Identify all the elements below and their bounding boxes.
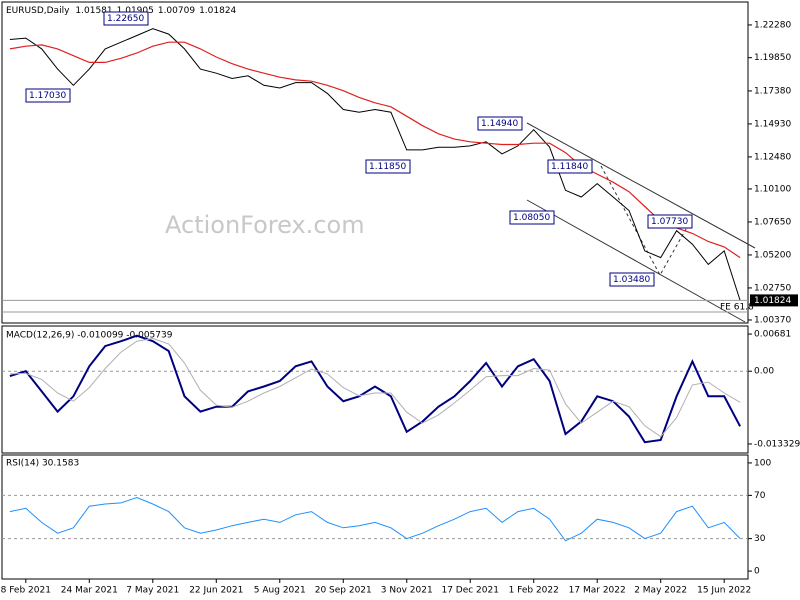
level-label: 1.17030	[29, 91, 66, 101]
level-box	[103, 11, 149, 26]
x-tick-label: 20 Sep 2021	[315, 586, 372, 596]
level-box	[609, 272, 655, 287]
symbol: EURUSD,Daily	[6, 6, 70, 16]
y-tick-label: -0.013329	[754, 439, 800, 449]
price-header: EURUSD,Daily 1.01581 1.01905 1.00709 1.01824	[6, 6, 237, 16]
level-label: 1.07730	[651, 217, 688, 227]
channel-upper	[526, 122, 756, 249]
macd-panel	[1, 325, 749, 454]
y-tick-label: 70	[754, 491, 766, 501]
y-tick-label: 1.05200	[754, 250, 791, 260]
channel-lower	[526, 199, 746, 323]
series-line	[9, 337, 741, 438]
level-box	[647, 214, 693, 229]
series-line	[9, 496, 741, 542]
price-panel	[1, 1, 749, 324]
x-tick-label: 8 Feb 2021	[1, 586, 51, 596]
x-tick-label: 1 Feb 2022	[509, 586, 559, 596]
high: 1.01905	[117, 6, 154, 16]
close: 1.01824	[199, 6, 236, 16]
level-label: 1.14940	[481, 119, 518, 129]
level-box	[25, 88, 71, 103]
series-line	[9, 334, 741, 444]
x-tick-label: 7 May 2021	[126, 586, 179, 596]
level-label: 1.22650	[107, 14, 144, 24]
y-tick-label: 1.07650	[754, 217, 791, 227]
level-box	[365, 159, 411, 174]
fe-label: FE 61.8	[720, 303, 754, 313]
watermark: ActionForex.com	[165, 211, 365, 239]
x-tick-label: 3 Nov 2021	[381, 586, 433, 596]
level-label: 1.11840	[551, 162, 588, 172]
x-tick-label: 24 Mar 2021	[61, 586, 118, 596]
series-line	[9, 28, 741, 301]
y-tick-label: 0	[754, 567, 760, 577]
x-tick-label: 5 Aug 2021	[254, 586, 306, 596]
y-tick-label: 1.22280	[754, 20, 791, 30]
x-tick-label: 17 Mar 2022	[569, 586, 626, 596]
level-label: 1.08050	[513, 213, 550, 223]
y-tick-label: 1.17380	[754, 86, 791, 96]
level-box	[477, 116, 523, 131]
rsi-header: RSI(14) 30.1583	[6, 459, 79, 469]
rsi-panel	[1, 454, 749, 580]
y-tick-label: 30	[754, 534, 766, 544]
macd-header: MACD(12,26,9) -0.010099 -0.005739	[6, 331, 173, 341]
y-tick-label: 1.14930	[754, 119, 791, 129]
y-tick-label: 1.19850	[754, 53, 791, 63]
level-label: 1.11850	[369, 162, 406, 172]
price-box-label: 1.01824	[754, 296, 791, 306]
y-tick-label: 1.02750	[754, 283, 791, 293]
x-tick-label: 15 Jun 2022	[697, 586, 751, 596]
x-tick-label: 22 Jun 2021	[189, 586, 243, 596]
low: 1.00709	[158, 6, 195, 16]
series-line	[9, 41, 741, 259]
open: 1.01581	[75, 6, 112, 16]
level-box	[509, 210, 555, 225]
y-tick-label: 1.00370	[754, 315, 791, 325]
y-tick-label: 100	[754, 458, 771, 468]
x-tick-label: 17 Dec 2021	[441, 586, 499, 596]
x-tick-label: 2 May 2022	[634, 586, 687, 596]
y-tick-label: 0.00681	[754, 330, 791, 340]
y-tick-label: 1.12480	[754, 152, 791, 162]
wave-lines	[600, 165, 691, 277]
y-tick-label: 1.10100	[754, 184, 791, 194]
y-tick-label: 0.00	[754, 367, 774, 377]
level-label: 1.03480	[613, 275, 650, 285]
level-box	[547, 159, 593, 174]
price-box	[750, 294, 798, 307]
